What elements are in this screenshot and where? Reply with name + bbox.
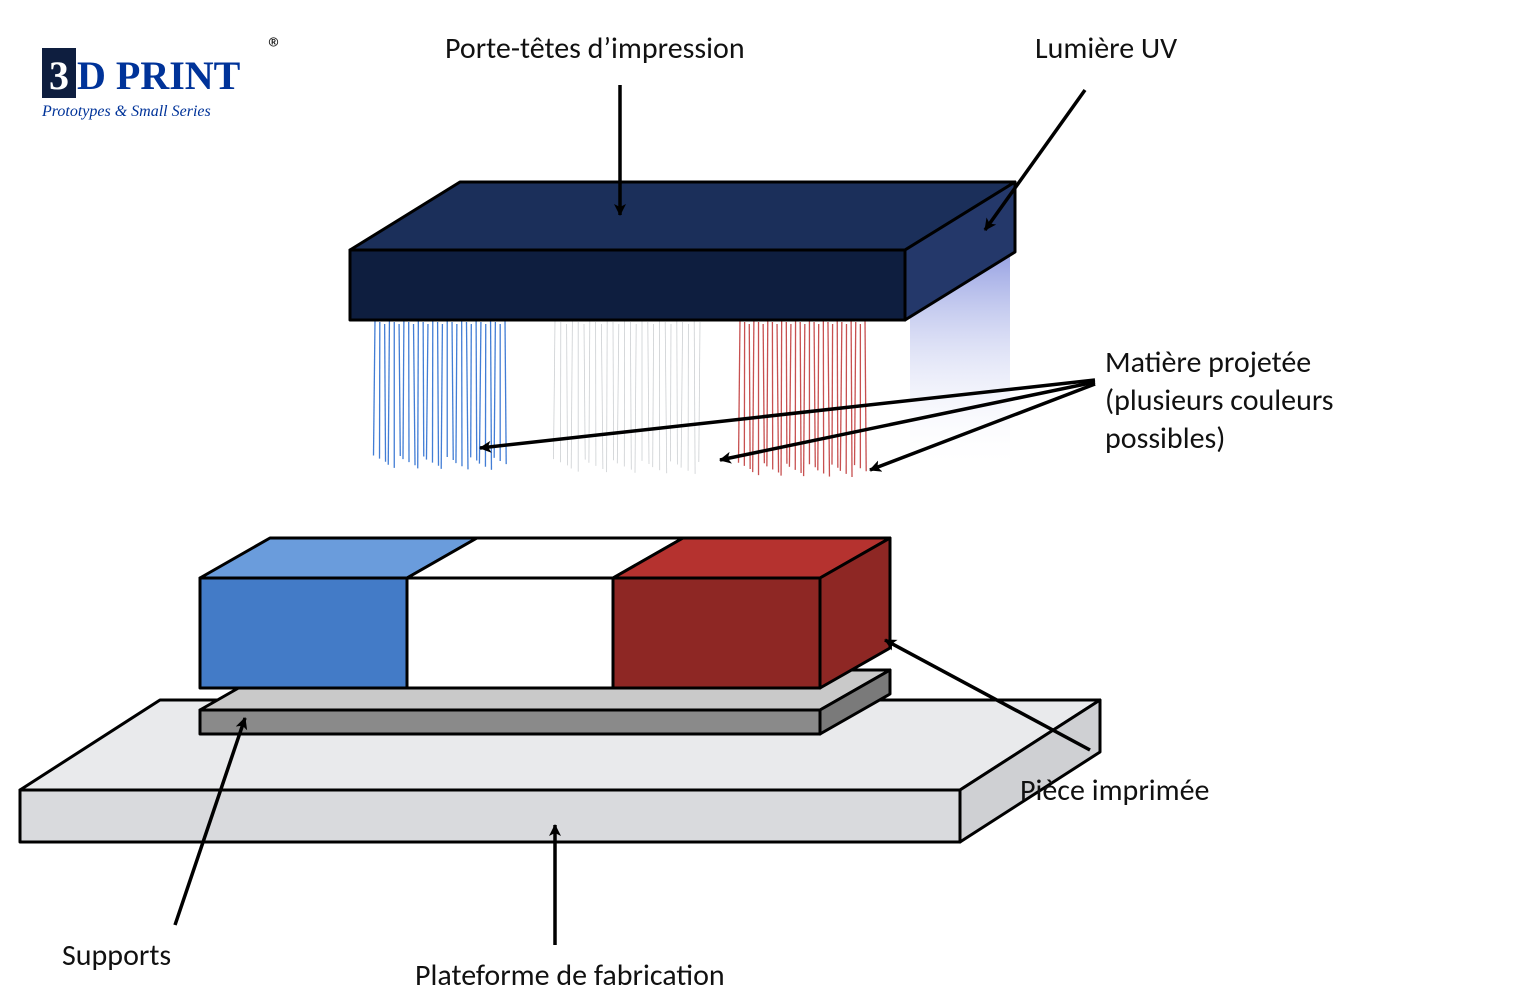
jet-line [753, 320, 754, 472]
jet-line [438, 322, 439, 466]
jet-line [403, 320, 404, 459]
print-head-carriage-front [350, 250, 905, 320]
block-front-white [407, 578, 613, 688]
jet-line [665, 322, 667, 473]
jet-line [418, 320, 419, 468]
jet-line [471, 324, 472, 457]
jet-line [653, 324, 654, 467]
jet-line [699, 322, 700, 462]
jet-line [763, 324, 764, 463]
jet-line [777, 324, 779, 473]
jet-line [466, 322, 468, 469]
jet-line [865, 320, 866, 471]
jet-line [630, 322, 631, 470]
arrow-jets_to_white [720, 382, 1095, 460]
jet-line [739, 320, 741, 463]
logo: 3D PRINT ® Prototypes & Small Series [41, 30, 283, 120]
jet-line [800, 322, 801, 473]
jet-line [617, 324, 619, 463]
jet-line [452, 322, 453, 460]
jet-line [832, 324, 833, 465]
jet-line [828, 322, 830, 477]
jet-line [648, 322, 649, 464]
jet-line [601, 324, 603, 469]
arrow-uv_light [985, 90, 1085, 230]
label-supports: Supports [62, 937, 171, 974]
jet-line [781, 320, 782, 476]
label-uv-light: Lumière UV [1035, 30, 1177, 67]
label-jetted-material-3: possibles) [1105, 420, 1225, 457]
jet-line [476, 320, 477, 461]
jet-line [414, 324, 416, 465]
label-print-head: Porte-têtes d’impression [445, 30, 745, 67]
jet-line [855, 322, 856, 465]
jet-line [851, 320, 852, 477]
jet-line [426, 324, 428, 460]
jet-line [584, 324, 585, 460]
label-build-platform: Plateforme de fabrication [415, 957, 725, 994]
jet-line [814, 322, 815, 467]
jet-line [840, 322, 842, 471]
jet-line [670, 324, 671, 461]
jet-line [589, 320, 590, 463]
jet-line [681, 322, 683, 468]
print-head-carriage [350, 182, 1015, 320]
label-printed-part: Pièce imprimée [1020, 772, 1209, 809]
jet-line [786, 322, 787, 464]
block-front-blue [200, 578, 407, 688]
build-platform-front [20, 790, 960, 842]
block-front-red [613, 578, 820, 688]
jet-line [694, 320, 695, 474]
jet-line [635, 324, 636, 473]
logo-three-digit: 3 [49, 53, 69, 98]
label-jetted-material-1: Matière projetée [1105, 344, 1311, 381]
jet-line [607, 320, 608, 472]
jet-line [479, 322, 481, 464]
logo-subtitle: Prototypes & Small Series [41, 103, 211, 120]
printed-block [200, 538, 890, 688]
jet-line [374, 320, 376, 456]
jetted-material [374, 320, 867, 477]
jet-line [567, 324, 568, 465]
label-jetted-material-2: (plusieurs couleurs [1105, 382, 1334, 419]
jet-line [441, 324, 442, 469]
jet-line [749, 324, 750, 469]
jet-line [505, 320, 506, 464]
jet-line [423, 322, 424, 456]
logo-main-text: D PRINT [77, 53, 241, 98]
print-head-carriage-top [350, 182, 1015, 250]
jet-line [804, 324, 805, 476]
jet-line [385, 324, 386, 462]
jet-line [456, 324, 457, 463]
jet-line [677, 320, 678, 465]
jet-line [399, 324, 400, 456]
jet-line [388, 320, 389, 465]
logo-registered: ® [268, 30, 283, 67]
jet-line [571, 320, 572, 468]
jet-line [494, 322, 495, 458]
jet-line [767, 320, 768, 466]
polyjet-diagram: 3D PRINT ® Prototypes & Small Series Porte-… [0, 0, 1520, 1000]
support-slab-front [200, 710, 820, 734]
jet-line [837, 320, 838, 468]
jet-line [613, 322, 614, 460]
jet-line [818, 324, 819, 470]
